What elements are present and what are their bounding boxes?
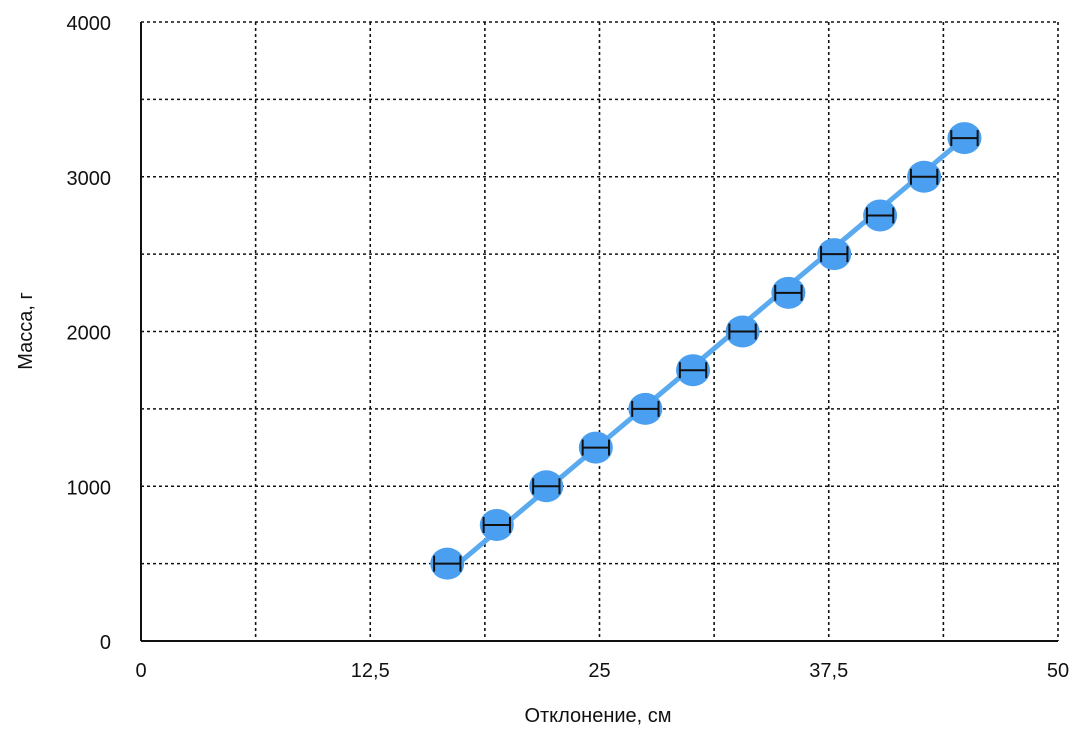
data-point: [725, 315, 760, 348]
data-point: [479, 508, 514, 541]
x-tick-label: 12,5: [351, 660, 390, 682]
data-point: [907, 160, 942, 193]
y-tick-label: 0: [100, 632, 111, 654]
y-tick-label: 3000: [67, 168, 112, 190]
data-point: [947, 122, 982, 155]
data-point: [430, 547, 465, 580]
y-tick-label: 4000: [67, 13, 112, 35]
data-point: [771, 276, 806, 309]
x-tick-label: 50: [1047, 660, 1069, 682]
data-point: [676, 354, 711, 387]
data-point: [578, 431, 613, 464]
data-points: [430, 122, 982, 580]
x-tick-label: 37,5: [809, 660, 848, 682]
x-tick-label: 0: [135, 660, 146, 682]
data-point: [628, 392, 663, 425]
y-tick-label: 1000: [67, 477, 112, 499]
data-point: [529, 470, 564, 503]
y-tick-label: 2000: [67, 323, 112, 345]
y-axis-label: Масса, г: [15, 292, 37, 370]
tick-labels: 0 12,5 25 37,5 50 0 1000 2000 3000 4000: [67, 13, 1070, 682]
x-tick-label: 25: [588, 660, 610, 682]
grid-lines: [141, 21, 1059, 641]
data-point: [817, 238, 852, 271]
x-axis-label: Отклонение, см: [524, 705, 671, 727]
axes: [140, 22, 1058, 642]
data-point: [863, 199, 898, 232]
